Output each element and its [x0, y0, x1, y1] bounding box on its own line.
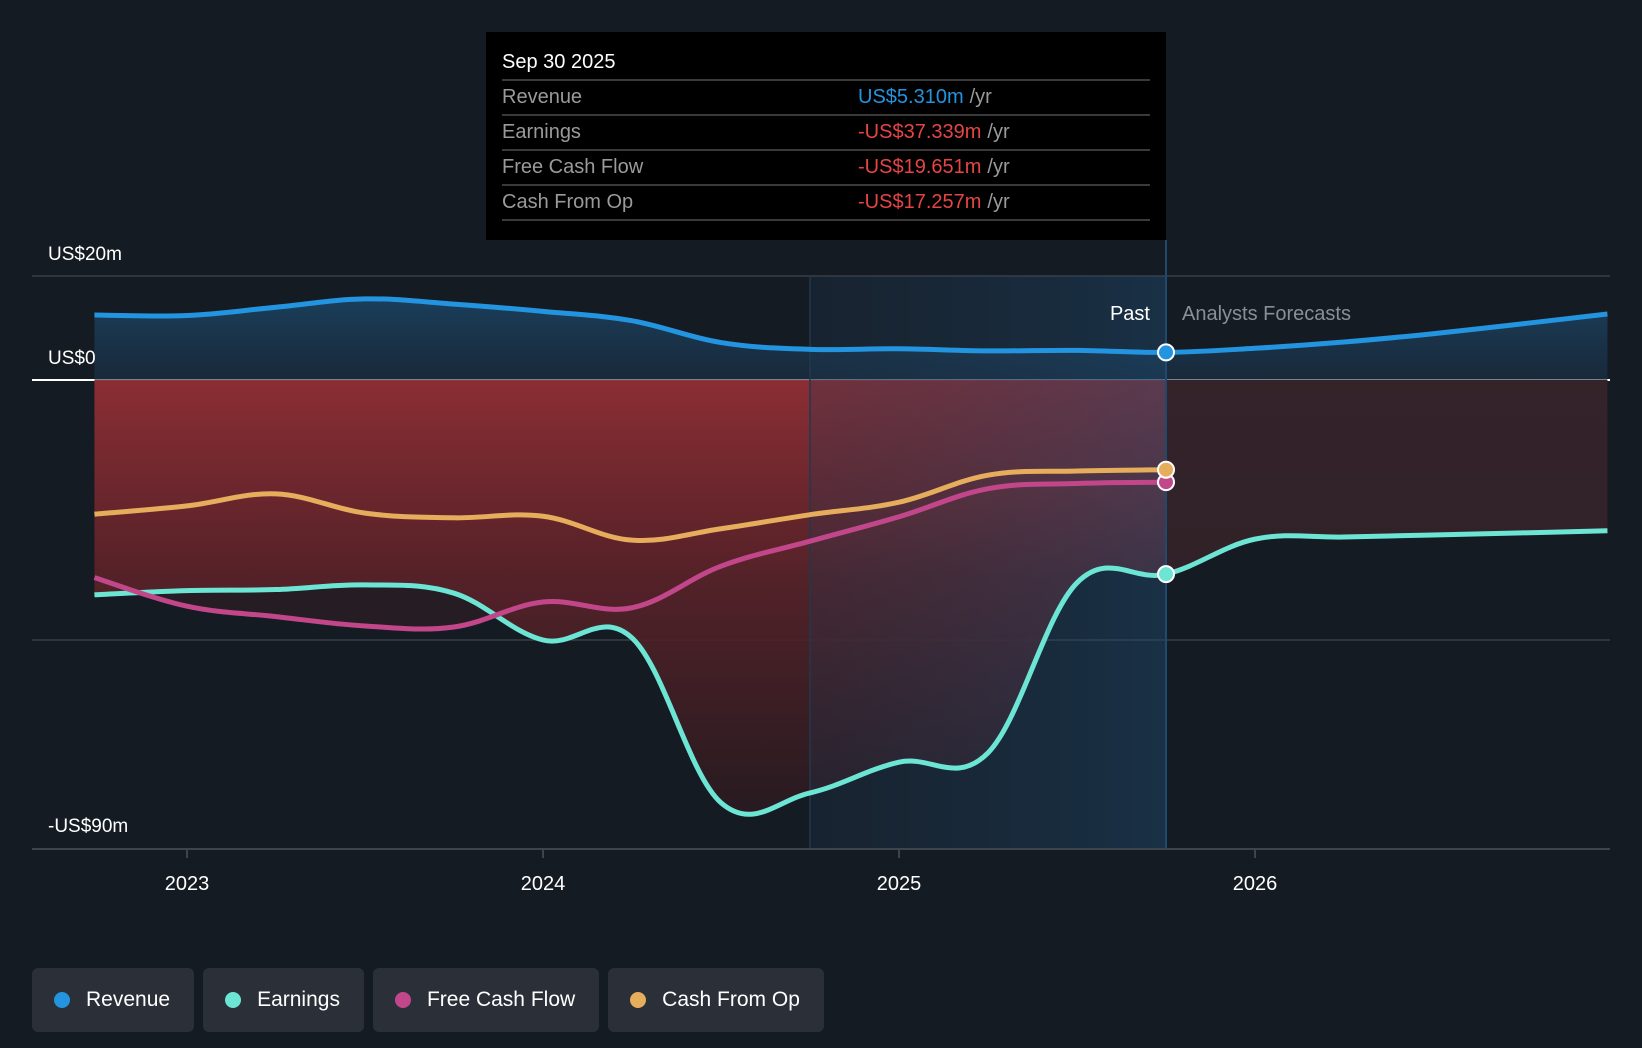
tooltip-row-earnings: Earnings -US$37.339m /yr [502, 116, 1150, 151]
tooltip-unit: /yr [987, 121, 1010, 143]
legend-label: Free Cash Flow [426, 988, 576, 1011]
tooltip-value: -US$17.257m [858, 191, 982, 213]
tooltip-unit: /yr [987, 156, 1010, 178]
highlight-region [809, 240, 1167, 848]
highlight-band [810, 276, 1166, 848]
legend-item-free-cash-flow[interactable]: Free Cash Flow [372, 968, 600, 1032]
tooltip-date: Sep 30 2025 [502, 46, 1150, 81]
legend-item-cash-from-op[interactable]: Cash From Op [608, 968, 824, 1032]
tooltip-value: -US$37.339m [858, 121, 982, 143]
earnings-area-forecast [1166, 380, 1608, 575]
legend-label: Cash From Op [662, 988, 800, 1011]
tooltip-row-cash-from-op: Cash From Op -US$17.257m /yr [502, 186, 1150, 221]
earnings-marker [1157, 565, 1175, 584]
y-axis-label: US$20m [48, 244, 122, 265]
past-label: Past [1110, 303, 1150, 325]
legend-item-earnings[interactable]: Earnings [203, 968, 364, 1032]
revenue-marker [1157, 343, 1175, 362]
tooltip-label: Revenue [502, 86, 583, 108]
y-axis-label: US$0 [48, 348, 96, 369]
earnings-dot-icon [225, 992, 242, 1008]
tooltip-label: Earnings [502, 121, 581, 143]
x-tick-label: 2024 [521, 873, 566, 895]
tooltip-value: -US$19.651m [858, 156, 982, 178]
tooltip-unit: /yr [987, 191, 1010, 213]
legend-label: Earnings [257, 988, 340, 1011]
series-lines [93, 296, 1608, 817]
tooltip: Sep 30 2025 Revenue US$5.310m /yr Earnin… [486, 32, 1166, 240]
cash-from-op-marker [1157, 460, 1175, 479]
y-axis-label: -US$90m [48, 816, 128, 837]
revenue-area [94, 298, 1608, 380]
tooltip-value: US$5.310m [858, 86, 964, 108]
forecast-label: Analysts Forecasts [1182, 303, 1351, 325]
revenue-line [94, 296, 1608, 355]
axis-labels: US$20m US$0 -US$90m 2023 2024 2025 2026 Past Ana… [48, 244, 1351, 895]
series-markers [1157, 343, 1175, 584]
earnings-line [94, 528, 1608, 817]
revenue-dot-icon [54, 992, 70, 1008]
x-tick-label: 2025 [877, 873, 922, 895]
x-tick-label: 2026 [1233, 873, 1278, 895]
cash-from-op-line [94, 467, 1167, 544]
x-tick-label: 2023 [165, 873, 210, 895]
tooltip-label: Cash From Op [502, 191, 634, 213]
tooltip-unit: /yr [969, 86, 992, 108]
free-cash-flow-dot-icon [394, 992, 411, 1008]
tooltip-row-free-cash-flow: Free Cash Flow -US$19.651m /yr [502, 151, 1150, 186]
tooltip-label: Free Cash Flow [502, 156, 644, 178]
legend-item-revenue[interactable]: Revenue [32, 968, 195, 1032]
tooltip-row-revenue: Revenue US$5.310m /yr [502, 81, 1150, 116]
free-cash-flow-line [93, 479, 1167, 632]
legend-label: Revenue [86, 988, 171, 1011]
cash-from-op-dot-icon [630, 992, 647, 1008]
legend: Revenue Earnings Free Cash Flow Cash Fro… [32, 968, 824, 1032]
